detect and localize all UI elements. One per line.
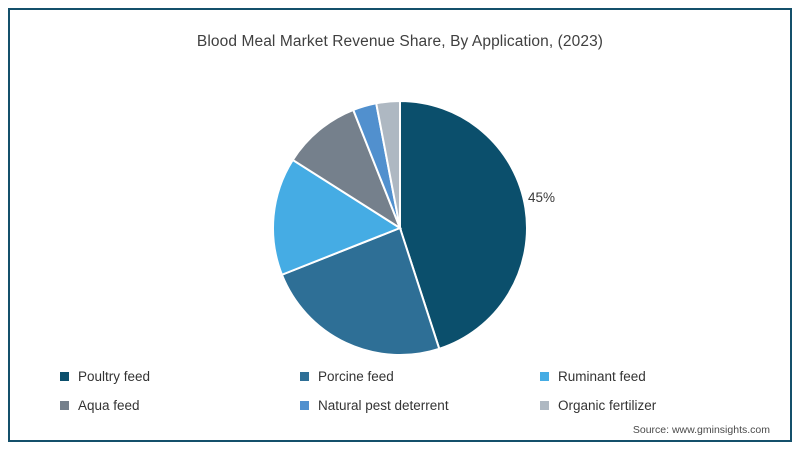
- pie-slice-value-label-poultry-feed: 45%: [528, 190, 556, 205]
- pie-slice[interactable]: [375, 99, 401, 229]
- source-attribution: Source: www.gminsights.com: [632, 424, 770, 436]
- chart-title: Blood Meal Market Revenue Share, By Appl…: [196, 33, 604, 50]
- legend-item[interactable]: Ruminant feed: [540, 369, 720, 384]
- legend-item[interactable]: Natural pest deterrent: [300, 398, 540, 413]
- pie-slice-group: [272, 99, 528, 356]
- legend-item[interactable]: Poultry feed: [60, 369, 300, 384]
- legend-swatch-icon: [540, 401, 549, 410]
- legend-item-label: Porcine feed: [318, 369, 394, 384]
- pie-chart: [272, 99, 528, 356]
- legend-item-label: Aqua feed: [78, 398, 140, 413]
- pie-slice[interactable]: [291, 108, 403, 231]
- legend-item[interactable]: Aqua feed: [60, 398, 300, 413]
- legend-item[interactable]: Organic fertilizer: [540, 398, 720, 413]
- pie-chart-svg: [272, 99, 528, 356]
- legend-swatch-icon: [540, 372, 549, 381]
- legend-swatch-icon: [60, 372, 69, 381]
- legend-swatch-icon: [300, 401, 309, 410]
- legend-swatch-icon: [60, 401, 69, 410]
- legend-item-label: Organic fertilizer: [558, 398, 657, 413]
- legend-item-label: Natural pest deterrent: [318, 398, 449, 413]
- pie-slice[interactable]: [272, 158, 403, 277]
- legend-item-label: Poultry feed: [78, 369, 151, 384]
- pie-slice[interactable]: [399, 99, 528, 351]
- legend-swatch-icon: [300, 372, 309, 381]
- legend-item-label: Ruminant feed: [558, 369, 646, 384]
- legend-item[interactable]: Porcine feed: [300, 369, 540, 384]
- chart-legend: Poultry feed Porcine feed Ruminant feed Aqu…: [60, 362, 720, 420]
